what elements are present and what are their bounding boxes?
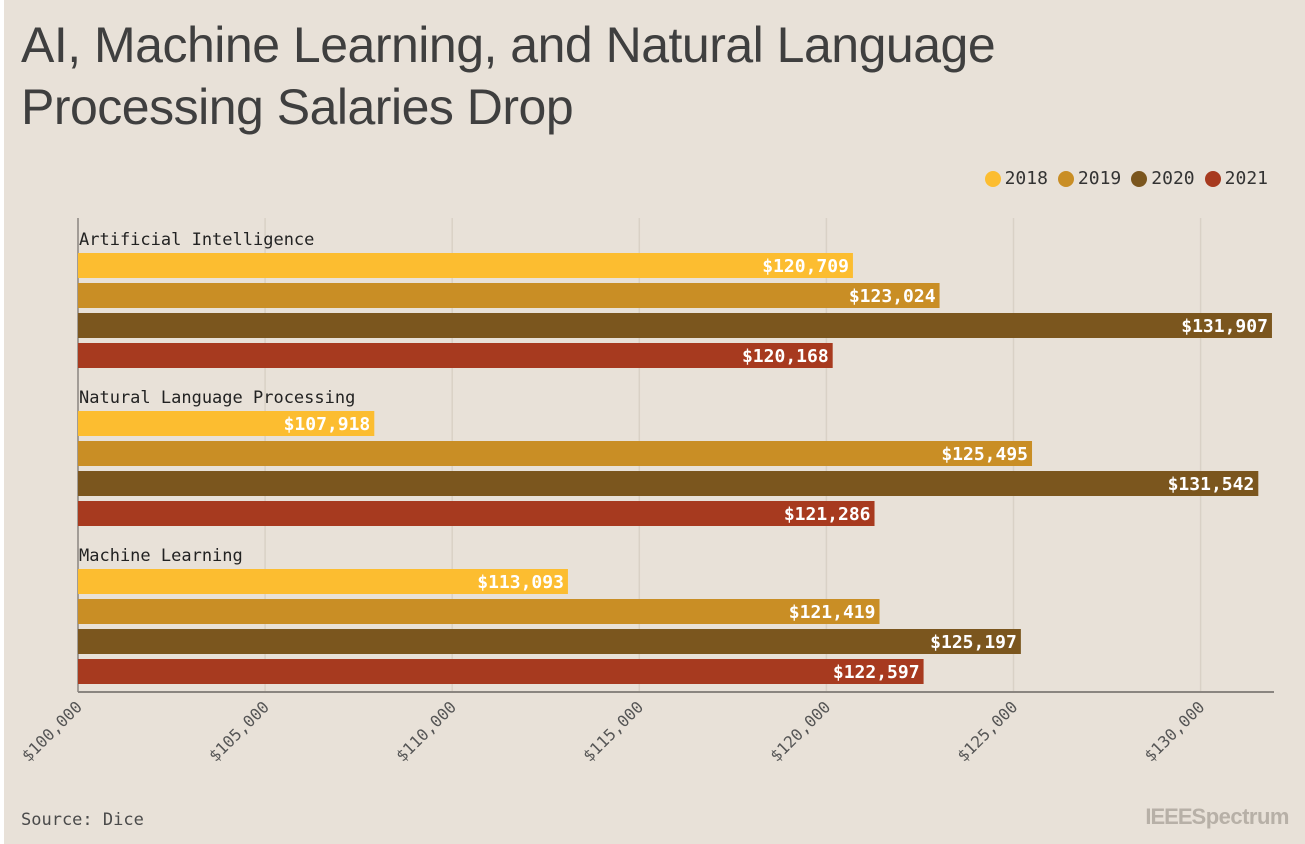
- bar-2020: [78, 471, 1259, 496]
- x-tick-label: $100,000: [18, 697, 86, 765]
- bar-2021: [78, 343, 833, 368]
- bar-value-label: $131,907: [1181, 316, 1268, 337]
- x-tick-label: $110,000: [392, 697, 460, 765]
- bar-2018: [78, 569, 568, 594]
- bar-value-label: $125,495: [941, 444, 1028, 465]
- bar-2020: [78, 629, 1021, 654]
- category-label: Artificial Intelligence: [79, 230, 314, 250]
- bar-value-label: $121,419: [789, 602, 876, 623]
- legend-item-2018: 2018: [984, 168, 1048, 189]
- brand-part1: IEEE: [1145, 804, 1192, 829]
- legend-dot-2021: [1204, 170, 1221, 187]
- legend-label: 2019: [1077, 168, 1122, 189]
- legend: 2018 2019 2020 2021: [984, 168, 1268, 189]
- legend-label: 2018: [1004, 168, 1048, 189]
- bar-2019: [78, 441, 1033, 466]
- source-note: Source: Dice: [21, 810, 144, 830]
- bar-value-label: $113,093: [477, 572, 564, 593]
- x-tick-label: $120,000: [766, 697, 834, 765]
- legend-label: 2020: [1151, 168, 1195, 189]
- bar-2018: [78, 253, 853, 278]
- brand-logo: IEEESpectrum: [1145, 804, 1289, 830]
- bar-value-label: $120,168: [742, 346, 829, 367]
- bar-value-label: $123,024: [849, 286, 936, 307]
- x-tick-label: $105,000: [205, 697, 273, 765]
- legend-dot-2019: [1057, 170, 1074, 187]
- chart-title: AI, Machine Learning, and Natural Langua…: [21, 17, 996, 135]
- x-tick-label: $115,000: [579, 697, 647, 765]
- bar-2019: [78, 283, 940, 308]
- legend-item-2021: 2021: [1204, 168, 1268, 189]
- bar-value-label: $121,286: [784, 504, 871, 525]
- bar-value-label: $120,709: [762, 256, 849, 277]
- legend-item-2019: 2019: [1057, 168, 1122, 189]
- legend-dot-2018: [984, 170, 1001, 187]
- bar-2021: [78, 659, 924, 684]
- legend-dot-2020: [1131, 170, 1148, 187]
- x-tick-label: $125,000: [953, 697, 1021, 765]
- bar-value-label: $125,197: [930, 632, 1017, 653]
- bar-value-label: $131,542: [1168, 474, 1255, 495]
- bar-value-label: $122,597: [833, 662, 920, 683]
- legend-item-2020: 2020: [1131, 168, 1195, 189]
- legend-label: 2021: [1224, 168, 1268, 189]
- brand-part2: Spectrum: [1191, 804, 1290, 829]
- x-tick-label: $130,000: [1141, 697, 1209, 765]
- left-edge: [0, 0, 4, 844]
- bar-value-label: $107,918: [284, 414, 371, 435]
- bar-2020: [78, 313, 1272, 338]
- bar-2019: [78, 599, 880, 624]
- bar-2018: [78, 411, 375, 436]
- category-label: Machine Learning: [79, 546, 243, 566]
- bar-2021: [78, 501, 875, 526]
- category-label: Natural Language Processing: [79, 388, 355, 408]
